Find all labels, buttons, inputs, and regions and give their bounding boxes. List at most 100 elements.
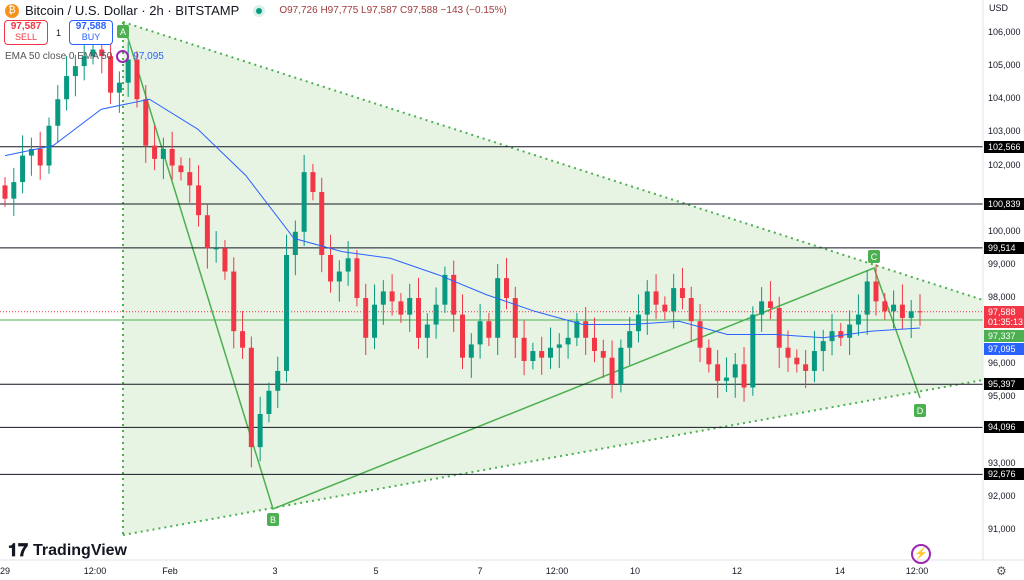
pattern-point-b[interactable] <box>267 513 279 526</box>
candle[interactable] <box>697 321 703 348</box>
candle[interactable] <box>486 321 492 338</box>
candle[interactable] <box>275 370 281 391</box>
candle[interactable] <box>618 347 624 385</box>
candle[interactable] <box>882 301 888 312</box>
candle[interactable] <box>160 148 166 159</box>
candle[interactable] <box>152 145 158 159</box>
candle[interactable] <box>521 337 527 361</box>
candle[interactable] <box>20 155 26 183</box>
candle[interactable] <box>46 125 52 166</box>
candle[interactable] <box>407 298 413 315</box>
candle[interactable] <box>398 301 404 315</box>
candle[interactable] <box>442 274 448 305</box>
tradingview-logo[interactable]: 𝟏𝟕 TradingView <box>8 540 127 561</box>
candle[interactable] <box>644 291 650 315</box>
candle[interactable] <box>187 172 193 186</box>
candle[interactable] <box>416 298 422 338</box>
currency-label[interactable]: USD <box>989 3 1009 13</box>
sell-button[interactable]: 97,587 SELL <box>4 20 48 45</box>
candle[interactable] <box>380 291 386 305</box>
candle[interactable] <box>116 82 122 93</box>
candle[interactable] <box>266 390 272 414</box>
candle[interactable] <box>328 254 334 282</box>
gear-icon[interactable]: ⚙ <box>996 564 1007 578</box>
candle[interactable] <box>240 331 246 348</box>
candle[interactable] <box>600 351 606 358</box>
candle[interactable] <box>829 331 835 342</box>
candle[interactable] <box>891 304 897 312</box>
candle[interactable] <box>759 301 765 315</box>
candle[interactable] <box>37 148 43 166</box>
candle[interactable] <box>336 271 342 282</box>
triangle-lower-line[interactable] <box>122 379 984 536</box>
candle[interactable] <box>688 298 694 322</box>
triangle-pattern[interactable] <box>122 21 984 536</box>
candle[interactable] <box>169 148 175 166</box>
lightning-icon[interactable]: ⚡ <box>911 544 931 564</box>
candle[interactable] <box>363 298 369 338</box>
triangle-upper-line[interactable] <box>122 21 984 301</box>
candle[interactable] <box>310 172 316 193</box>
candle[interactable] <box>55 99 61 126</box>
candle[interactable] <box>820 341 826 352</box>
pattern-point-c[interactable] <box>868 250 880 263</box>
candle[interactable] <box>284 254 290 371</box>
candle[interactable] <box>591 337 597 352</box>
candle[interactable] <box>530 351 536 361</box>
abcd-pattern-line[interactable] <box>122 21 921 510</box>
candle[interactable] <box>741 364 747 388</box>
candle[interactable] <box>653 291 659 305</box>
candle[interactable] <box>424 324 430 338</box>
candle[interactable] <box>512 298 518 338</box>
pattern-point-d[interactable] <box>914 404 926 417</box>
candle[interactable] <box>72 66 78 77</box>
candle[interactable] <box>108 56 114 93</box>
candle[interactable] <box>143 99 149 146</box>
candle[interactable] <box>196 185 202 216</box>
candle[interactable] <box>838 331 844 338</box>
quantity[interactable]: 1 <box>56 27 62 38</box>
candle[interactable] <box>864 281 870 315</box>
candle[interactable] <box>855 314 861 325</box>
ema-line[interactable] <box>4 98 921 339</box>
candle[interactable] <box>785 347 791 358</box>
buy-button[interactable]: 97,588 BUY <box>69 20 114 45</box>
candle[interactable] <box>627 331 633 348</box>
candle[interactable] <box>899 304 905 318</box>
candle[interactable] <box>539 351 545 358</box>
candle[interactable] <box>213 248 219 250</box>
candle[interactable] <box>178 165 184 173</box>
candle[interactable] <box>671 288 677 312</box>
candle[interactable] <box>433 304 439 325</box>
candle[interactable] <box>662 304 668 312</box>
candle[interactable] <box>495 278 501 338</box>
candle[interactable] <box>503 278 509 299</box>
candle[interactable] <box>732 364 738 378</box>
candle[interactable] <box>222 248 228 272</box>
candle[interactable] <box>460 314 465 358</box>
pattern-point-a[interactable] <box>117 25 129 38</box>
candle[interactable] <box>811 351 817 371</box>
candle[interactable] <box>776 307 782 348</box>
candle[interactable] <box>248 347 254 448</box>
candle[interactable] <box>28 148 34 156</box>
candle[interactable] <box>354 258 360 299</box>
candle[interactable] <box>11 182 17 199</box>
candle[interactable] <box>372 304 378 338</box>
candle[interactable] <box>917 311 923 313</box>
candle[interactable] <box>2 185 8 199</box>
candle[interactable] <box>204 215 210 249</box>
candle[interactable] <box>583 321 589 338</box>
candle[interactable] <box>90 49 96 57</box>
candle[interactable] <box>257 413 263 448</box>
candle[interactable] <box>319 192 325 255</box>
candle[interactable] <box>574 321 580 338</box>
candle[interactable] <box>231 271 237 332</box>
candle[interactable] <box>847 324 853 338</box>
candle[interactable] <box>767 301 773 308</box>
candle[interactable] <box>803 364 809 371</box>
candle[interactable] <box>547 347 553 358</box>
candle[interactable] <box>389 291 395 302</box>
candle[interactable] <box>750 314 756 388</box>
candle[interactable] <box>81 56 87 67</box>
